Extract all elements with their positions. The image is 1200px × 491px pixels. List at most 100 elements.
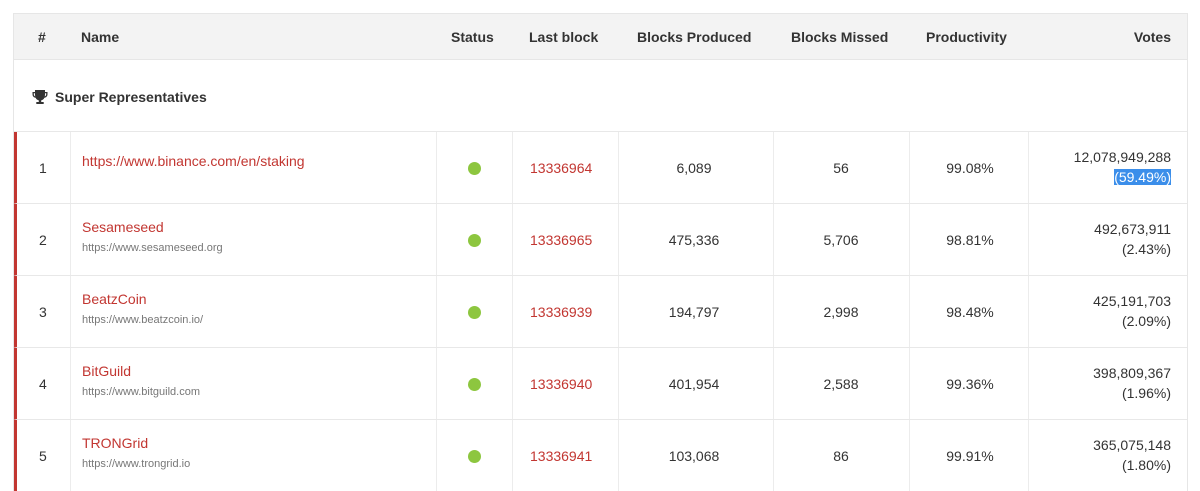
cell-divider xyxy=(436,420,437,491)
header-productivity[interactable]: Productivity xyxy=(926,29,1007,45)
cell-divider xyxy=(512,204,513,275)
last-block-link[interactable]: 13336940 xyxy=(530,376,593,392)
votes-percentage: (1.96%) xyxy=(1121,385,1171,401)
cell-divider xyxy=(773,420,774,491)
blocks-missed-cell: 2,998 xyxy=(823,304,859,320)
representatives-table: # Name Status Last block Blocks Produced… xyxy=(13,13,1188,491)
header-votes[interactable]: Votes xyxy=(1133,29,1171,45)
productivity-cell: 99.91% xyxy=(946,448,994,464)
status-online-indicator xyxy=(468,162,481,175)
representative-url: https://www.beatzcoin.io/ xyxy=(82,314,204,326)
rank-cell: 4 xyxy=(39,376,47,392)
last-block-link[interactable]: 13336964 xyxy=(530,160,593,176)
cell-divider xyxy=(436,348,437,419)
blocks-produced-cell: 6,089 xyxy=(676,160,712,176)
cell-divider xyxy=(618,204,619,275)
table-row: 1 https://www.binance.com/en/staking 13336… xyxy=(14,132,1187,204)
cell-divider xyxy=(909,132,910,203)
cell-divider xyxy=(1028,348,1029,419)
section-header: Super Representatives xyxy=(14,60,1187,132)
votes-value: 492,673,911 xyxy=(1094,221,1171,237)
header-blocks-produced[interactable]: Blocks Produced xyxy=(637,29,752,45)
votes-percentage: (1.80%) xyxy=(1121,457,1171,473)
cell-divider xyxy=(773,276,774,347)
votes-cell: 365,075,148 (1.80%) xyxy=(1093,435,1171,475)
blocks-produced-cell: 103,068 xyxy=(668,448,720,464)
productivity-cell: 99.36% xyxy=(946,376,994,392)
cell-divider xyxy=(512,276,513,347)
status-online-indicator xyxy=(468,234,481,247)
cell-divider xyxy=(70,420,71,491)
table-row: 3 BeatzCoin https://www.beatzcoin.io/13336… xyxy=(14,276,1187,348)
cell-divider xyxy=(1028,132,1029,203)
votes-value: 365,075,148 xyxy=(1093,437,1171,453)
trophy-icon xyxy=(32,90,48,104)
rank-cell: 3 xyxy=(39,304,47,320)
cell-divider xyxy=(1028,204,1029,275)
cell-divider xyxy=(436,204,437,275)
last-block-link[interactable]: 13336965 xyxy=(530,232,593,248)
cell-divider xyxy=(1028,420,1029,491)
votes-percentage: (59.49%) xyxy=(1114,169,1171,185)
votes-cell: 398,809,367 (1.96%) xyxy=(1093,363,1171,403)
header-rank[interactable]: # xyxy=(38,29,46,45)
representative-url: https://www.sesameseed.org xyxy=(82,242,223,254)
header-last-block[interactable]: Last block xyxy=(529,29,599,45)
last-block-link[interactable]: 13336941 xyxy=(530,448,593,464)
representative-name-link[interactable]: TRONGrid xyxy=(82,435,149,451)
blocks-missed-cell: 2,588 xyxy=(823,376,859,392)
table-row: 2 Sesameseed https://www.sesameseed.org 133… xyxy=(14,204,1187,276)
header-blocks-missed[interactable]: Blocks Missed xyxy=(791,29,889,45)
cell-divider xyxy=(909,420,910,491)
blocks-missed-cell: 86 xyxy=(833,448,849,464)
representative-name-link[interactable]: Sesameseed xyxy=(82,219,164,235)
cell-divider xyxy=(909,276,910,347)
table-row: 4 BitGuild https://www.bitguild.com 1333694… xyxy=(14,348,1187,420)
status-online-indicator xyxy=(468,306,481,319)
cell-divider xyxy=(909,204,910,275)
header-status[interactable]: Status xyxy=(451,29,494,45)
representative-name-link[interactable]: https://www.binance.com/en/staking xyxy=(82,153,305,169)
rank-cell: 2 xyxy=(39,232,47,248)
status-online-indicator xyxy=(468,378,481,391)
blocks-produced-cell: 475,336 xyxy=(668,232,720,248)
table-header: # Name Status Last block Blocks Produced… xyxy=(14,14,1187,60)
votes-cell: 492,673,911 (2.43%) xyxy=(1094,219,1171,259)
cell-divider xyxy=(773,132,774,203)
status-online-indicator xyxy=(468,450,481,463)
blocks-produced-cell: 401,954 xyxy=(668,376,720,392)
cell-divider xyxy=(436,276,437,347)
cell-divider xyxy=(70,348,71,419)
cell-divider xyxy=(773,348,774,419)
productivity-cell: 98.81% xyxy=(946,232,994,248)
cell-divider xyxy=(618,420,619,491)
votes-value: 12,078,949,288 xyxy=(1073,149,1171,165)
cell-divider xyxy=(512,420,513,491)
header-name[interactable]: Name xyxy=(81,29,120,45)
rank-cell: 5 xyxy=(39,448,47,464)
cell-divider xyxy=(909,348,910,419)
representative-url: https://www.trongrid.io xyxy=(82,458,191,470)
cell-divider xyxy=(618,132,619,203)
cell-divider xyxy=(512,132,513,203)
productivity-cell: 99.08% xyxy=(946,160,994,176)
votes-value: 398,809,367 xyxy=(1093,365,1171,381)
votes-percentage: (2.43%) xyxy=(1121,241,1171,257)
table-row: 5 TRONGrid https://www.trongrid.io 13336941… xyxy=(14,420,1187,491)
cell-divider xyxy=(773,204,774,275)
representative-name-link[interactable]: BeatzCoin xyxy=(82,291,147,307)
representative-name-link[interactable]: BitGuild xyxy=(82,363,132,379)
rank-cell: 1 xyxy=(39,160,47,176)
cell-divider xyxy=(618,276,619,347)
blocks-missed-cell: 56 xyxy=(833,160,849,176)
last-block-link[interactable]: 13336939 xyxy=(530,304,593,320)
cell-divider xyxy=(70,276,71,347)
representative-url: https://www.bitguild.com xyxy=(82,386,200,398)
cell-divider xyxy=(1028,276,1029,347)
blocks-missed-cell: 5,706 xyxy=(823,232,859,248)
votes-cell: 425,191,703 (2.09%) xyxy=(1093,291,1171,331)
votes-percentage: (2.09%) xyxy=(1121,313,1171,329)
votes-value: 425,191,703 xyxy=(1093,293,1171,309)
votes-cell: 12,078,949,288 (59.49%) xyxy=(1074,147,1171,187)
cell-divider xyxy=(618,348,619,419)
